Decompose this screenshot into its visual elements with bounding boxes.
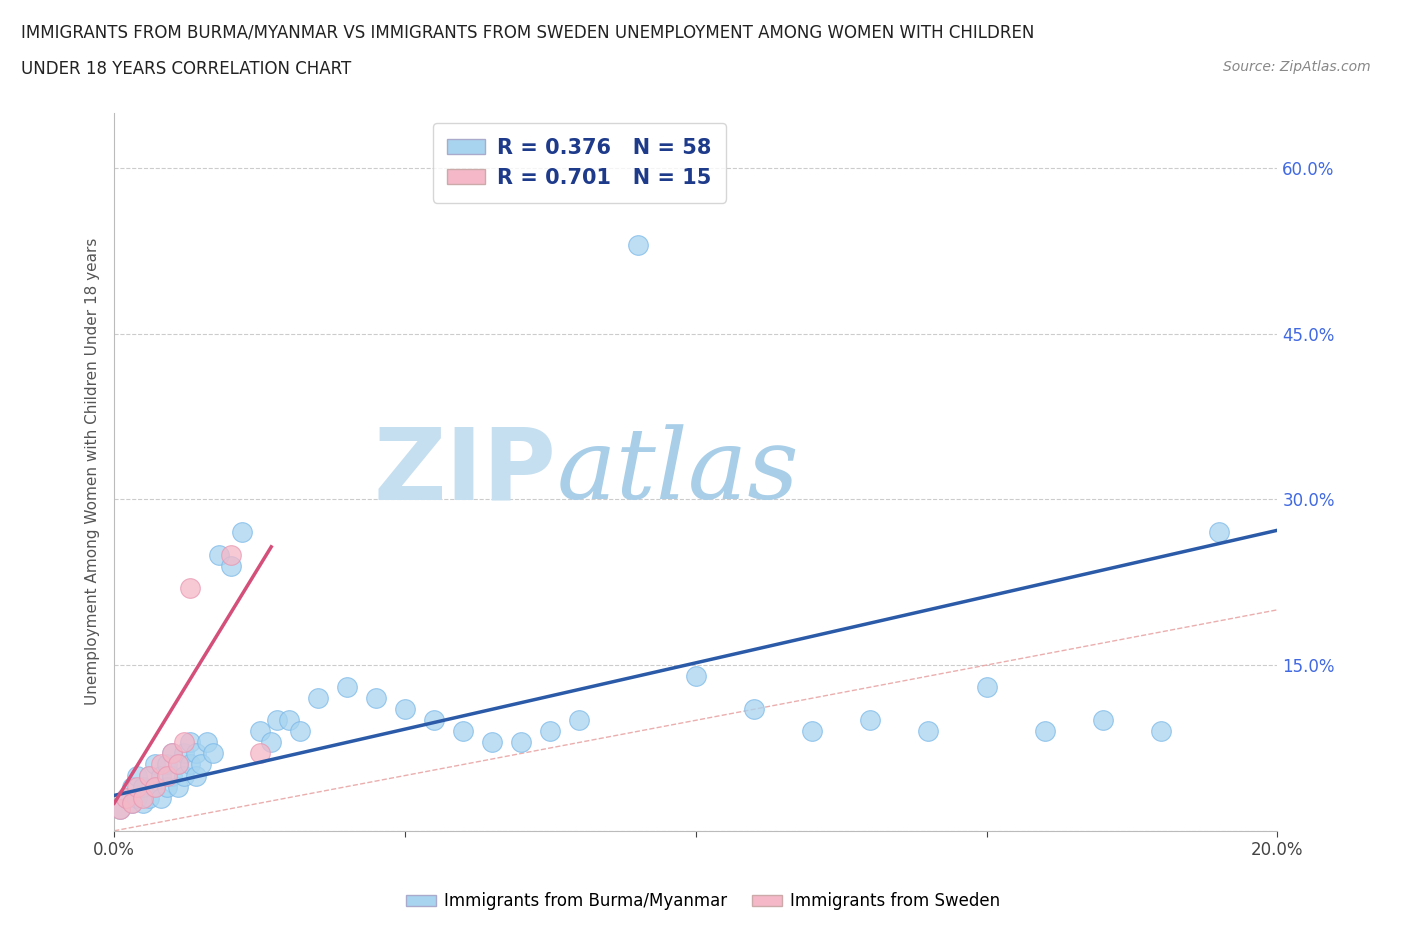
Point — [364, 691, 387, 706]
Y-axis label: Unemployment Among Women with Children Under 18 years: Unemployment Among Women with Children U… — [86, 238, 100, 705]
Point — [155, 779, 177, 794]
Point — [127, 790, 149, 805]
Point — [423, 713, 446, 728]
Point — [132, 779, 155, 794]
Point — [184, 746, 207, 761]
Point — [249, 724, 271, 738]
Point — [266, 713, 288, 728]
Point — [568, 713, 591, 728]
Point — [336, 680, 359, 695]
Point — [208, 547, 231, 562]
Point — [108, 802, 131, 817]
Point — [138, 768, 160, 783]
Point — [1033, 724, 1056, 738]
Point — [108, 802, 131, 817]
Point — [1091, 713, 1114, 728]
Point — [121, 779, 143, 794]
Point — [859, 713, 882, 728]
Point — [167, 757, 190, 772]
Point — [179, 757, 201, 772]
Point — [173, 768, 195, 783]
Point — [121, 796, 143, 811]
Legend: Immigrants from Burma/Myanmar, Immigrants from Sweden: Immigrants from Burma/Myanmar, Immigrant… — [399, 885, 1007, 917]
Point — [138, 768, 160, 783]
Point — [538, 724, 561, 738]
Point — [260, 735, 283, 750]
Point — [202, 746, 225, 761]
Point — [114, 790, 136, 805]
Point — [231, 525, 253, 540]
Point — [219, 558, 242, 573]
Point — [143, 779, 166, 794]
Point — [195, 735, 218, 750]
Point — [173, 735, 195, 750]
Point — [132, 796, 155, 811]
Point — [132, 790, 155, 805]
Point — [149, 768, 172, 783]
Text: atlas: atlas — [557, 424, 799, 519]
Point — [155, 768, 177, 783]
Point — [127, 779, 149, 794]
Point — [277, 713, 299, 728]
Legend: R = 0.376   N = 58, R = 0.701   N = 15: R = 0.376 N = 58, R = 0.701 N = 15 — [433, 123, 727, 203]
Point — [162, 768, 184, 783]
Point — [685, 669, 707, 684]
Point — [167, 757, 190, 772]
Point — [290, 724, 312, 738]
Point — [1150, 724, 1173, 738]
Text: Source: ZipAtlas.com: Source: ZipAtlas.com — [1223, 60, 1371, 74]
Point — [143, 757, 166, 772]
Point — [451, 724, 474, 738]
Point — [481, 735, 503, 750]
Point — [976, 680, 998, 695]
Text: IMMIGRANTS FROM BURMA/MYANMAR VS IMMIGRANTS FROM SWEDEN UNEMPLOYMENT AMONG WOMEN: IMMIGRANTS FROM BURMA/MYANMAR VS IMMIGRA… — [21, 23, 1035, 41]
Point — [149, 757, 172, 772]
Point — [249, 746, 271, 761]
Text: UNDER 18 YEARS CORRELATION CHART: UNDER 18 YEARS CORRELATION CHART — [21, 60, 351, 78]
Point — [801, 724, 824, 738]
Point — [179, 735, 201, 750]
Point — [114, 790, 136, 805]
Point — [394, 702, 416, 717]
Point — [917, 724, 939, 738]
Text: ZIP: ZIP — [374, 423, 557, 520]
Point — [184, 768, 207, 783]
Point — [307, 691, 329, 706]
Point — [127, 768, 149, 783]
Point — [510, 735, 533, 750]
Point — [162, 746, 184, 761]
Point — [143, 779, 166, 794]
Point — [179, 580, 201, 595]
Point — [627, 238, 650, 253]
Point — [149, 790, 172, 805]
Point — [173, 746, 195, 761]
Point — [742, 702, 765, 717]
Point — [138, 790, 160, 805]
Point — [162, 746, 184, 761]
Point — [155, 757, 177, 772]
Point — [1208, 525, 1230, 540]
Point — [121, 796, 143, 811]
Point — [190, 757, 212, 772]
Point — [167, 779, 190, 794]
Point — [219, 547, 242, 562]
